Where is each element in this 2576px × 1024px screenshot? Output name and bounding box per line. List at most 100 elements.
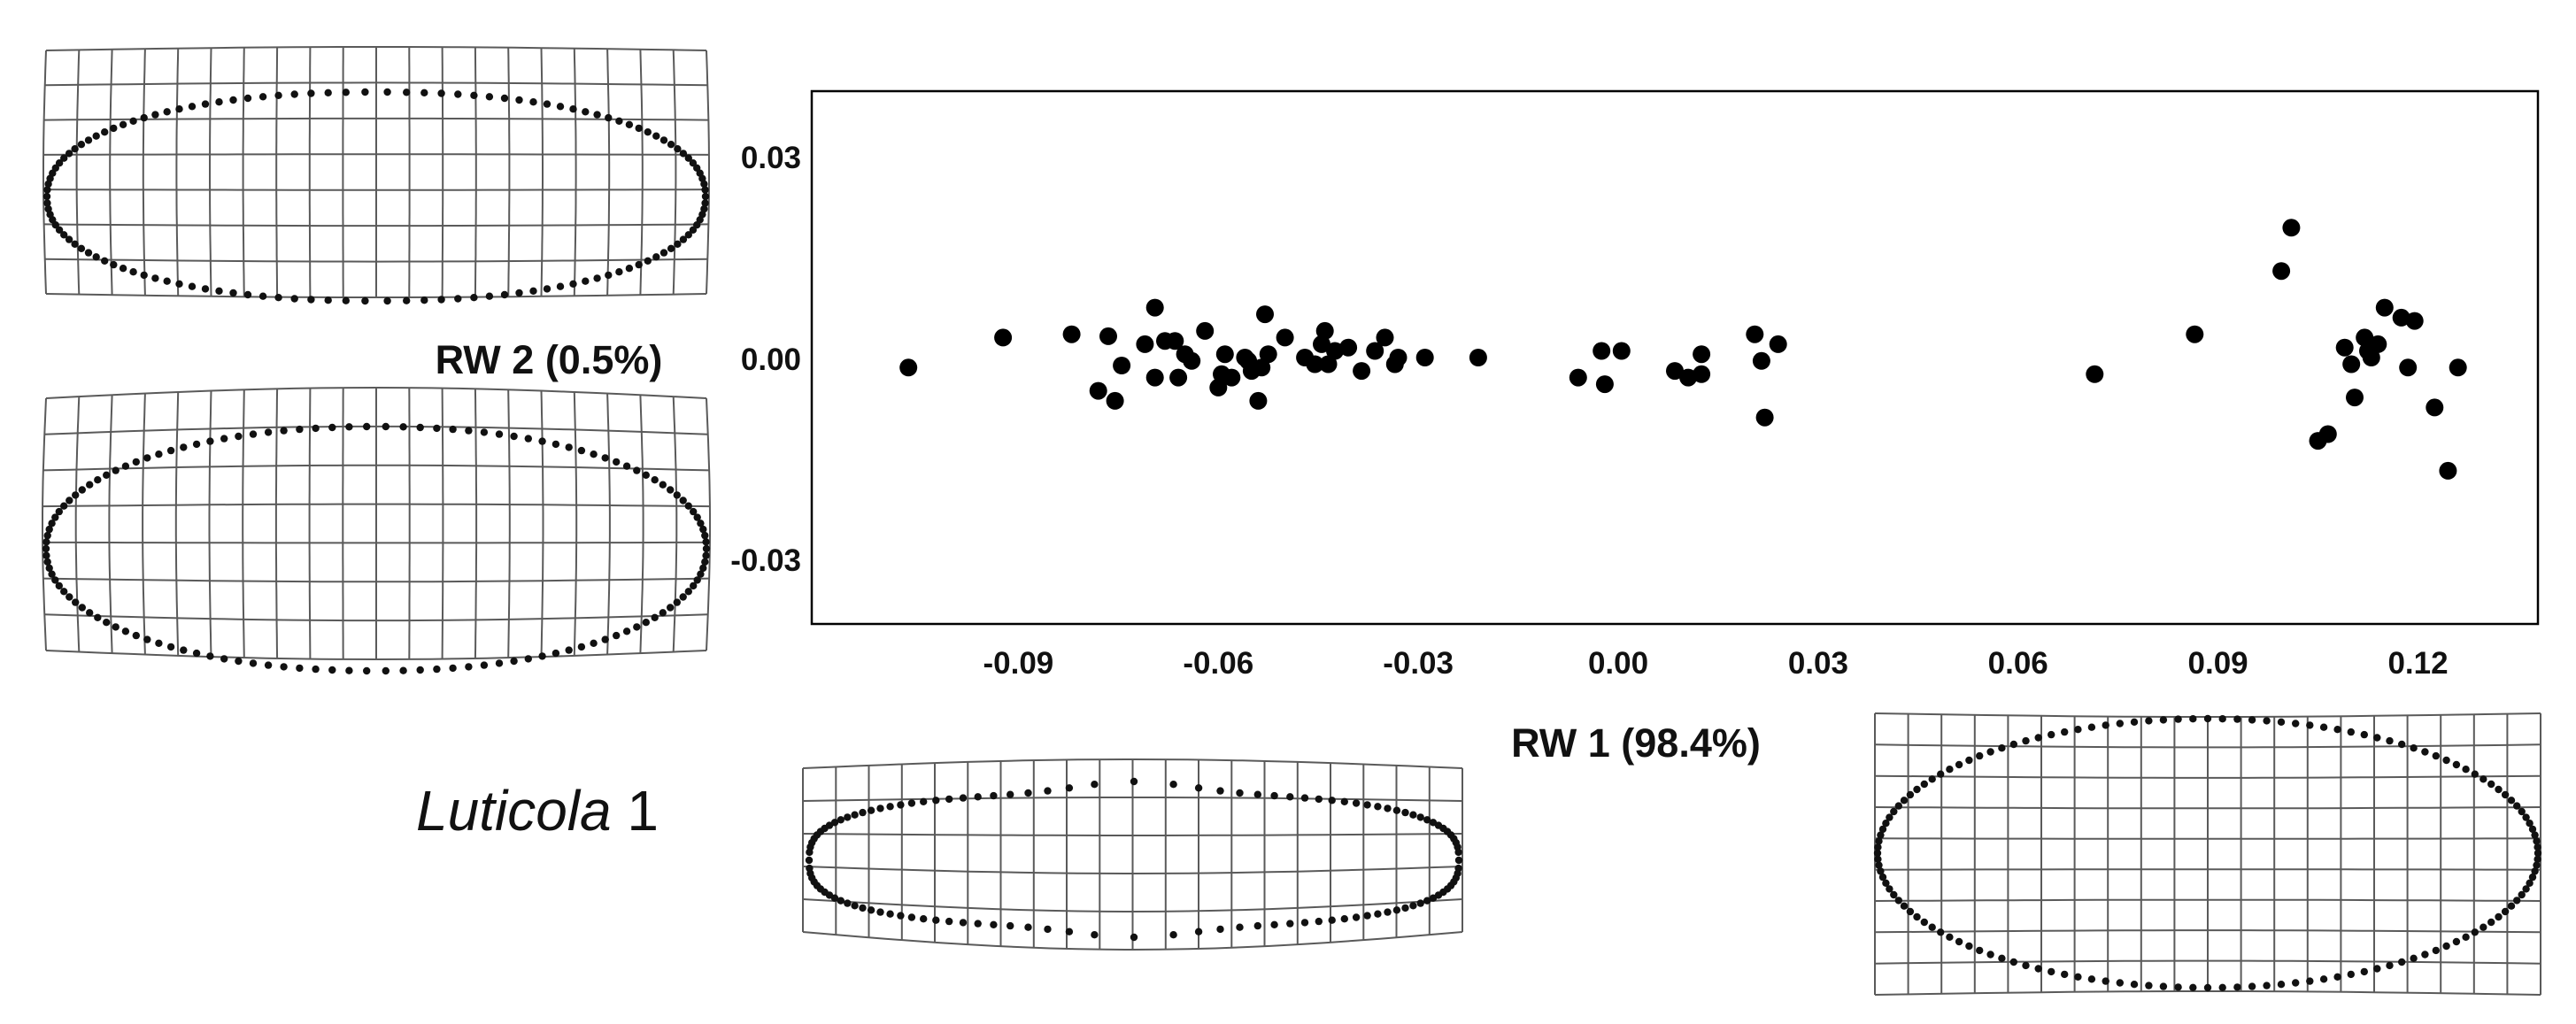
outline-landmark bbox=[2174, 983, 2182, 991]
outline-landmark bbox=[399, 666, 407, 674]
outline-landmark bbox=[1986, 951, 1994, 959]
outline-landmark bbox=[72, 598, 80, 606]
taxon-label: Luticola 1 bbox=[416, 779, 659, 843]
data-point bbox=[1326, 342, 1344, 360]
outline-landmark bbox=[121, 627, 130, 635]
outline-landmark bbox=[2522, 885, 2530, 893]
grid-line bbox=[573, 48, 577, 296]
outline-landmark bbox=[280, 663, 288, 671]
data-point bbox=[1099, 327, 1117, 345]
x-tick-label: -0.03 bbox=[1383, 646, 1454, 681]
data-point bbox=[1693, 365, 1711, 383]
outline-landmark bbox=[2487, 780, 2495, 789]
outline-landmark bbox=[1900, 902, 1909, 910]
outline-landmark bbox=[143, 454, 151, 462]
grid-line bbox=[1874, 959, 2541, 965]
x-tick-label: 0.06 bbox=[1988, 646, 2048, 681]
outline-landmark bbox=[112, 623, 120, 631]
outline-landmark bbox=[324, 89, 332, 97]
outline-landmark bbox=[2386, 961, 2394, 970]
outline-landmark bbox=[296, 425, 304, 434]
data-point bbox=[1366, 342, 1384, 360]
data-point bbox=[1259, 345, 1277, 364]
outline-landmark bbox=[684, 502, 692, 510]
outline-landmark bbox=[2518, 807, 2526, 816]
data-point bbox=[899, 358, 918, 377]
data-point bbox=[1306, 355, 1324, 373]
outline-landmark bbox=[2373, 965, 2381, 973]
outline-landmark bbox=[328, 423, 336, 432]
data-point bbox=[1612, 342, 1631, 360]
outline-landmark bbox=[659, 136, 668, 144]
outline-landmark bbox=[1928, 775, 1936, 783]
outline-landmark bbox=[72, 491, 80, 499]
outline-landmark bbox=[2373, 734, 2381, 742]
outline-landmark bbox=[2130, 718, 2139, 726]
grid-line bbox=[606, 393, 611, 655]
outline-landmark bbox=[920, 797, 928, 805]
outline-landmark bbox=[601, 454, 609, 462]
data-point bbox=[1145, 298, 1164, 317]
outline-landmark bbox=[667, 486, 675, 494]
outline-landmark bbox=[1091, 931, 1099, 939]
outline-landmark bbox=[920, 915, 928, 923]
outline-landmark bbox=[565, 443, 573, 451]
outline-landmark bbox=[2306, 721, 2314, 729]
outline-landmark bbox=[175, 105, 183, 113]
outline-landmark bbox=[633, 623, 641, 631]
outline-landmark bbox=[140, 271, 148, 280]
outline-landmark bbox=[1363, 801, 1371, 809]
outline-landmark bbox=[1906, 907, 1915, 916]
outline-landmark bbox=[2501, 790, 2510, 799]
outline-landmark bbox=[2319, 723, 2328, 731]
outline-landmark bbox=[42, 551, 50, 559]
outline-landmark bbox=[420, 89, 428, 97]
outline-landmark bbox=[690, 581, 698, 590]
outline-landmark bbox=[1913, 785, 1921, 794]
data-point bbox=[2399, 358, 2418, 377]
grid-line bbox=[474, 389, 478, 658]
data-point bbox=[1469, 349, 1487, 366]
outline-landmark bbox=[2347, 728, 2355, 736]
data-point bbox=[2375, 298, 2394, 317]
outline-landmark bbox=[71, 145, 79, 153]
x-tick-label: 0.09 bbox=[2188, 646, 2248, 681]
outline-landmark bbox=[2102, 721, 2109, 729]
outline-landmark bbox=[1882, 879, 1890, 887]
outline-landmark bbox=[699, 564, 707, 573]
outline-landmark bbox=[679, 150, 688, 158]
outline-landmark bbox=[1928, 923, 1936, 931]
outline-landmark bbox=[1374, 803, 1382, 811]
grid-line bbox=[44, 425, 708, 435]
outline-landmark bbox=[215, 98, 223, 106]
data-point bbox=[1353, 362, 1371, 381]
data-point bbox=[1769, 335, 1787, 353]
data-point bbox=[2356, 328, 2374, 347]
outline-landmark bbox=[290, 90, 298, 98]
grid-line bbox=[1874, 837, 2541, 840]
outline-landmark bbox=[2087, 975, 2096, 983]
outline-landmark bbox=[702, 551, 710, 559]
outline-landmark bbox=[2534, 855, 2541, 863]
outline-landmark bbox=[543, 285, 551, 293]
grid-line bbox=[175, 48, 180, 296]
outline-landmark bbox=[1363, 912, 1371, 920]
outline-landmark bbox=[470, 294, 478, 302]
outline-landmark bbox=[2487, 918, 2495, 927]
grid-line bbox=[1874, 806, 2541, 810]
outline-landmark bbox=[1454, 848, 1462, 857]
data-point bbox=[1376, 328, 1394, 347]
data-point bbox=[1183, 351, 1201, 370]
outline-landmark bbox=[1429, 894, 1438, 902]
outline-landmark bbox=[2531, 867, 2539, 875]
grid-line bbox=[208, 390, 212, 658]
data-point bbox=[2335, 338, 2354, 357]
outline-landmark bbox=[1423, 816, 1431, 824]
outline-landmark bbox=[2189, 715, 2197, 723]
outline-landmark bbox=[693, 576, 701, 584]
outline-landmark bbox=[1024, 923, 1032, 931]
outline-landmark bbox=[2526, 879, 2534, 887]
outline-landmark bbox=[959, 794, 968, 802]
outline-landmark bbox=[328, 666, 336, 674]
outline-landmark bbox=[180, 443, 188, 451]
